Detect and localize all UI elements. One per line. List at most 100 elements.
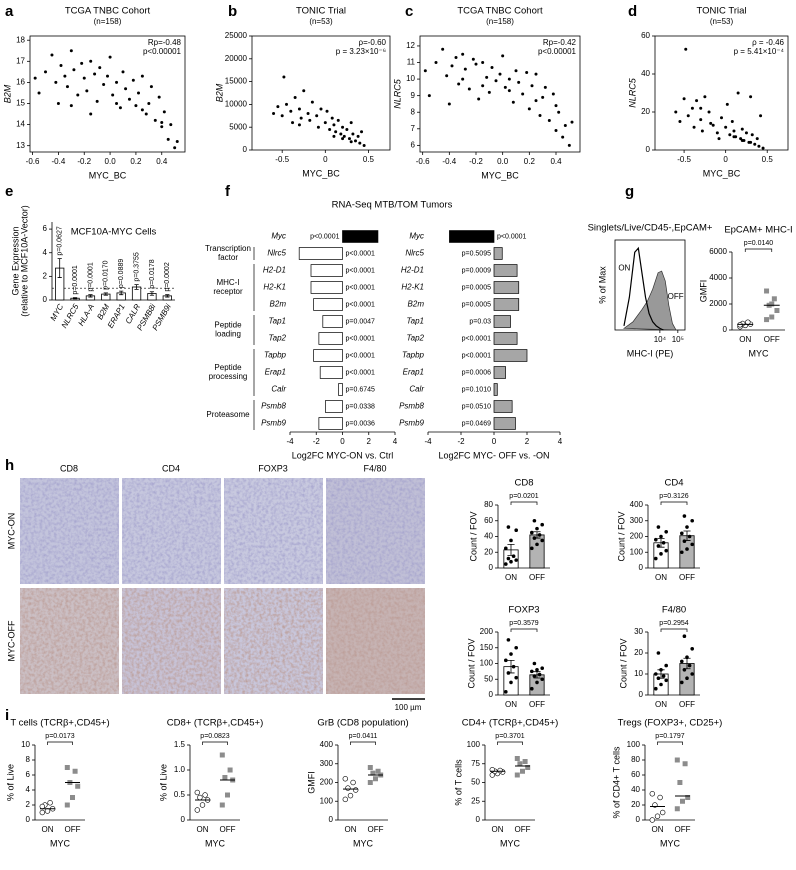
data-point (349, 121, 353, 125)
annotation: ρ = -0.46 (752, 38, 784, 47)
data-point (336, 118, 340, 122)
data-point (537, 533, 542, 537)
y-axis-label: % of Live (5, 764, 15, 801)
data-point (490, 65, 494, 69)
data-point (461, 77, 465, 81)
annotation: p = 5.41×10⁻⁴ (734, 47, 785, 56)
panel-label: g (625, 183, 634, 200)
x-tick-label: ON (42, 825, 54, 834)
data-point (540, 522, 544, 527)
data-point (678, 120, 682, 123)
p-value: p=0.0170 (103, 260, 110, 289)
y-tick-label: 0 (489, 563, 494, 572)
data-point (764, 317, 770, 323)
x-axis-label: MYC (660, 838, 681, 848)
y-tick-label: 300 (630, 516, 644, 525)
p-value: p<0.0001 (346, 267, 375, 274)
data-point (540, 677, 544, 682)
data-point (707, 110, 711, 114)
data-point (463, 67, 467, 71)
data-point (728, 133, 732, 137)
x-tick-label: -2 (457, 437, 465, 446)
bar (318, 417, 343, 430)
column-label: FOXP3 (258, 463, 288, 473)
y-tick-label: 200 (480, 627, 494, 636)
data-point (358, 141, 362, 145)
x-tick-label: ON (345, 825, 357, 834)
data-point (686, 114, 690, 118)
data-point (202, 792, 208, 798)
y-tick-label: 40 (484, 532, 493, 541)
comparison-label: p=0.3701 (495, 733, 524, 740)
data-point (517, 761, 523, 767)
data-point (347, 792, 354, 799)
y-tick-label: 0 (329, 815, 334, 824)
data-point (434, 61, 438, 65)
y-tick-label: 0 (636, 815, 641, 824)
x-tick-label: OFF (515, 825, 531, 834)
data-point (534, 72, 538, 76)
y-tick-label: 50 (484, 674, 493, 683)
data-point (111, 93, 115, 97)
p-value: p<0.0001 (346, 284, 375, 291)
data-point (535, 668, 539, 672)
column-label: CD4 (162, 463, 180, 473)
data-point (293, 96, 297, 100)
y-tick-label: H2-D1 (401, 266, 424, 275)
x-tick-label: OFF (675, 825, 691, 834)
data-point (70, 795, 75, 800)
x-axis-label: MYC_BC (481, 170, 519, 180)
bar (319, 366, 343, 379)
image-texture (326, 478, 425, 584)
y-tick-label: H2-D1 (263, 266, 286, 275)
x-tick-label: ON (492, 825, 504, 834)
y-tick-label: 20 (634, 648, 643, 657)
data-point (690, 106, 694, 110)
y-tick-label: 4 (43, 248, 48, 257)
comparison-label: p=0.3126 (659, 493, 688, 500)
series-label: OFF (668, 292, 684, 301)
panel-label: e (5, 183, 13, 200)
data-point (140, 74, 144, 78)
comparison-label: p=0.0173 (45, 733, 74, 740)
data-point (720, 116, 723, 120)
data-point (570, 120, 574, 124)
data-point (80, 61, 84, 65)
y-axis-label: B2M (2, 84, 12, 103)
p-value: p=0.0001 (87, 262, 94, 291)
bar (298, 247, 343, 260)
y-tick-label: 0 (646, 145, 651, 154)
x-tick-label: 0.5 (762, 155, 774, 164)
data-point (504, 562, 508, 566)
x-tick-label: 0 (492, 437, 497, 446)
data-point (749, 140, 753, 144)
data-point (457, 82, 461, 86)
data-point (530, 530, 534, 535)
comparison-label: p=0.0140 (744, 240, 773, 247)
p-value: p=0.1010 (462, 386, 491, 393)
bar (493, 349, 528, 362)
data-point (514, 675, 518, 680)
data-point (325, 109, 329, 113)
data-point (175, 139, 179, 143)
bar (342, 230, 379, 243)
y-tick-label: 13 (16, 141, 25, 150)
p-value: p=0.03 (469, 318, 491, 325)
x-tick-label: OFF (764, 335, 780, 344)
y-axis-label: % of Max (597, 266, 607, 304)
data-point (89, 59, 93, 63)
error-bar (149, 291, 155, 296)
data-point (272, 112, 276, 116)
y-tick-label: 18 (16, 35, 25, 44)
data-point (680, 798, 685, 804)
bar (310, 281, 343, 294)
data-point (717, 137, 721, 141)
comparison-bracket (202, 741, 228, 745)
error-bar (72, 297, 78, 300)
y-tick-label: 10 (21, 740, 30, 749)
data-point (328, 127, 332, 131)
y-tick-label: Calr (409, 385, 424, 394)
y-tick-label: 2000 (709, 299, 727, 308)
data-point (497, 767, 503, 774)
group-label: Proteasome (206, 410, 250, 419)
